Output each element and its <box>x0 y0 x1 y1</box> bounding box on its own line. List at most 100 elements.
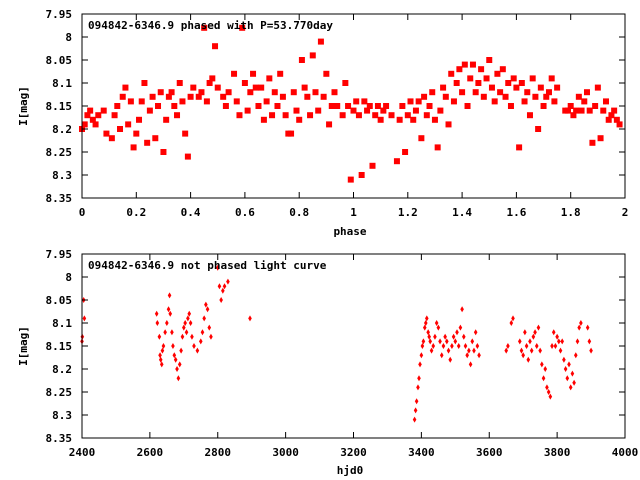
panel-unphased-data-point <box>446 347 451 354</box>
panel-phased-data-point <box>163 116 170 123</box>
panel-phased-data-point <box>426 103 433 109</box>
panel-phased-data-point <box>410 116 417 123</box>
panel-unphased-x-tick-label: 3600 <box>476 446 503 459</box>
panel-phased-data-point <box>464 103 471 109</box>
panel-unphased-data-point <box>570 370 575 377</box>
panel-phased-data-point <box>518 80 525 86</box>
panel-unphased-x-tick-label: 4000 <box>612 446 639 459</box>
panel-phased-data-point <box>260 116 267 123</box>
panel-unphased-data-point <box>414 398 419 405</box>
panel-unphased-data-point <box>184 329 189 336</box>
panel-phased-x-tick-label: 0 <box>79 206 86 219</box>
panel-unphased-data-point <box>565 375 570 382</box>
panel-phased-data-point <box>453 80 460 86</box>
panel-unphased-data-point <box>524 343 529 349</box>
panel-phased-x-tick-label: 2 <box>622 206 629 219</box>
panel-unphased-data-point <box>526 356 531 363</box>
panel-unphased-data-point <box>222 283 227 290</box>
panel-phased-data-point <box>298 57 305 63</box>
panel-unphased-x-tick-label: 2800 <box>205 446 232 459</box>
panel-phased-data-point <box>146 107 153 114</box>
panel-phased-data-point <box>141 80 148 86</box>
panel-unphased-data-point <box>436 324 441 331</box>
panel-phased-data-point <box>483 75 490 82</box>
panel-unphased-data-point <box>573 352 578 359</box>
panel-unphased-y-tick-label: 8.1 <box>52 317 72 330</box>
panel-unphased-data-point <box>420 343 425 349</box>
panel-phased-data-point <box>125 121 132 128</box>
panel-unphased-data-point <box>422 324 427 331</box>
panel-phased-y-tick-label: 8.05 <box>46 54 73 67</box>
panel-phased-data-point <box>339 112 346 119</box>
panel-phased-frame <box>81 13 626 199</box>
panel-unphased-data-point <box>504 347 509 354</box>
panel-unphased-data-point <box>550 343 554 349</box>
panel-unphased-data-point <box>509 320 514 326</box>
panel-phased-data-point <box>331 89 338 96</box>
panel-unphased-data-point <box>533 329 537 336</box>
panel-phased-data-point <box>288 130 295 137</box>
panel-phased-data-point <box>507 103 514 109</box>
panel-phased-data-point <box>494 70 501 77</box>
panel-phased-data-point <box>600 107 607 114</box>
panel-phased-data-point <box>309 52 316 59</box>
panel-unphased-data-point <box>434 320 439 326</box>
panel-unphased-data-point <box>506 343 510 349</box>
panel-phased-data-point <box>366 103 373 109</box>
panel-unphased-data-point <box>465 352 469 359</box>
panel-phased-data-point <box>312 89 319 96</box>
panel-phased-data-point <box>81 121 88 128</box>
panel-phased-data-point <box>315 107 322 114</box>
panel-unphased-data-point <box>426 329 430 336</box>
panel-phased-data-point <box>149 93 156 100</box>
panel-unphased-data-point <box>458 324 463 331</box>
panel-phased-data-point <box>529 75 536 82</box>
panel-phased-y-tick-label: 8.1 <box>52 77 72 90</box>
panel-phased-data-point <box>459 89 466 96</box>
panel-unphased-data-point <box>538 347 542 354</box>
panel-phased-data-point <box>434 144 441 151</box>
panel-phased-data-point <box>355 112 362 119</box>
panel-unphased-x-tick-label: 3200 <box>340 446 367 459</box>
panel-unphased-data-point <box>529 347 534 354</box>
panel-phased-data-point <box>111 112 118 119</box>
panel-phased-data-point <box>431 116 438 123</box>
panel-unphased-data-point <box>176 375 181 382</box>
panel-unphased-data-point <box>439 352 444 359</box>
panel-unphased-data-point <box>248 315 252 322</box>
panel-phased-data-point <box>589 139 596 146</box>
panel-unphased-markers <box>80 264 593 423</box>
panel-unphased-data-point <box>413 407 418 414</box>
panel-phased-data-point <box>168 89 175 96</box>
panel-unphased-data-point <box>428 338 432 345</box>
panel-unphased-data-point <box>412 416 417 423</box>
panel-phased-data-point <box>87 107 94 114</box>
panel-phased-data-point <box>296 116 303 123</box>
panel-phased-x-tick-label: 1 <box>350 206 357 219</box>
panel-phased-data-point <box>347 176 354 183</box>
panel-phased-data-point <box>516 144 523 151</box>
panel-unphased-data-point <box>158 352 162 359</box>
panel-unphased-data-point <box>195 347 200 354</box>
panel-phased-x-tick-label: 1.6 <box>506 206 526 219</box>
panel-unphased-data-point <box>572 379 576 386</box>
panel-phased-data-point <box>554 84 561 91</box>
panel-unphased-data-point <box>551 329 556 336</box>
panel-phased-data-point <box>263 98 270 105</box>
panel-unphased-data-point <box>531 333 536 340</box>
panel-unphased-title: 094842-6346.9 not phased light curve <box>88 259 327 272</box>
panel-phased-data-point <box>100 107 107 114</box>
panel-phased-data-point <box>225 89 232 96</box>
panel-phased-data-point <box>456 66 463 73</box>
panel-phased-data-point <box>119 93 126 100</box>
panel-phased-x-tick-label: 0.2 <box>126 206 146 219</box>
panel-phased-data-point <box>396 116 403 123</box>
panel-unphased-data-point <box>417 375 421 382</box>
panel-phased-data-point <box>399 103 406 109</box>
panel-unphased-data-point <box>433 333 437 340</box>
panel-unphased: 2400 2600 2800 3000 3200 3400 3600 3800 4000 7.95… <box>17 248 638 477</box>
panel-phased-data-point <box>144 139 151 146</box>
panel-unphased-y-tick-label: 8.2 <box>52 363 72 376</box>
panel-phased-data-point <box>152 135 159 142</box>
